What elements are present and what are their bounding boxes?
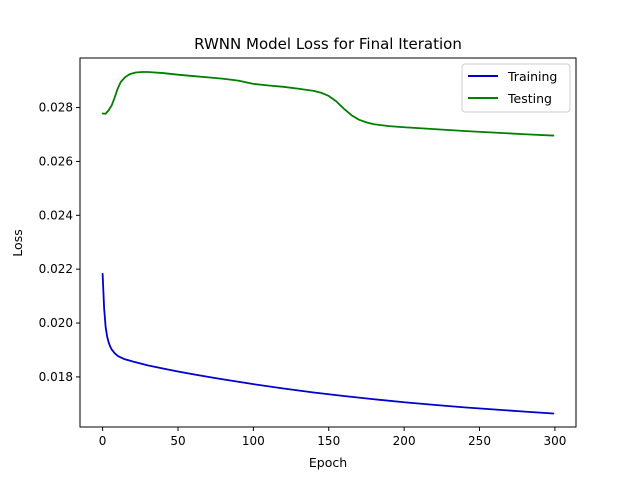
plot-frame (79, 57, 577, 428)
x-tick-label: 200 (393, 434, 416, 448)
plot-area (80, 58, 576, 427)
y-tick-label: 0.026 (39, 154, 73, 168)
y-tick-label: 0.020 (39, 316, 73, 330)
y-tick-label: 0.028 (39, 101, 73, 115)
legend: Training Testing (461, 63, 571, 113)
x-axis: 0 50 100 150 200 250 300 (99, 427, 566, 448)
chart-title: RWNN Model Loss for Final Iteration (194, 35, 462, 53)
y-tick-label: 0.022 (39, 262, 73, 276)
y-axis-label: Loss (10, 229, 25, 256)
y-tick-label: 0.024 (39, 208, 73, 222)
series-lines (101, 71, 555, 415)
legend-label-training: Training (507, 69, 557, 84)
x-tick-label: 300 (543, 434, 566, 448)
x-tick-label: 150 (317, 434, 340, 448)
legend-label-testing: Testing (507, 91, 552, 106)
x-tick-label: 250 (468, 434, 491, 448)
x-axis-label: Epoch (309, 455, 347, 470)
series-line-training (101, 272, 555, 415)
x-tick-label: 100 (242, 434, 265, 448)
x-tick-label: 50 (170, 434, 185, 448)
x-tick-label: 0 (99, 434, 107, 448)
series-line-testing (101, 71, 555, 137)
y-axis: 0.018 0.020 0.022 0.024 0.026 0.028 (39, 101, 80, 384)
y-tick-label: 0.018 (39, 370, 73, 384)
